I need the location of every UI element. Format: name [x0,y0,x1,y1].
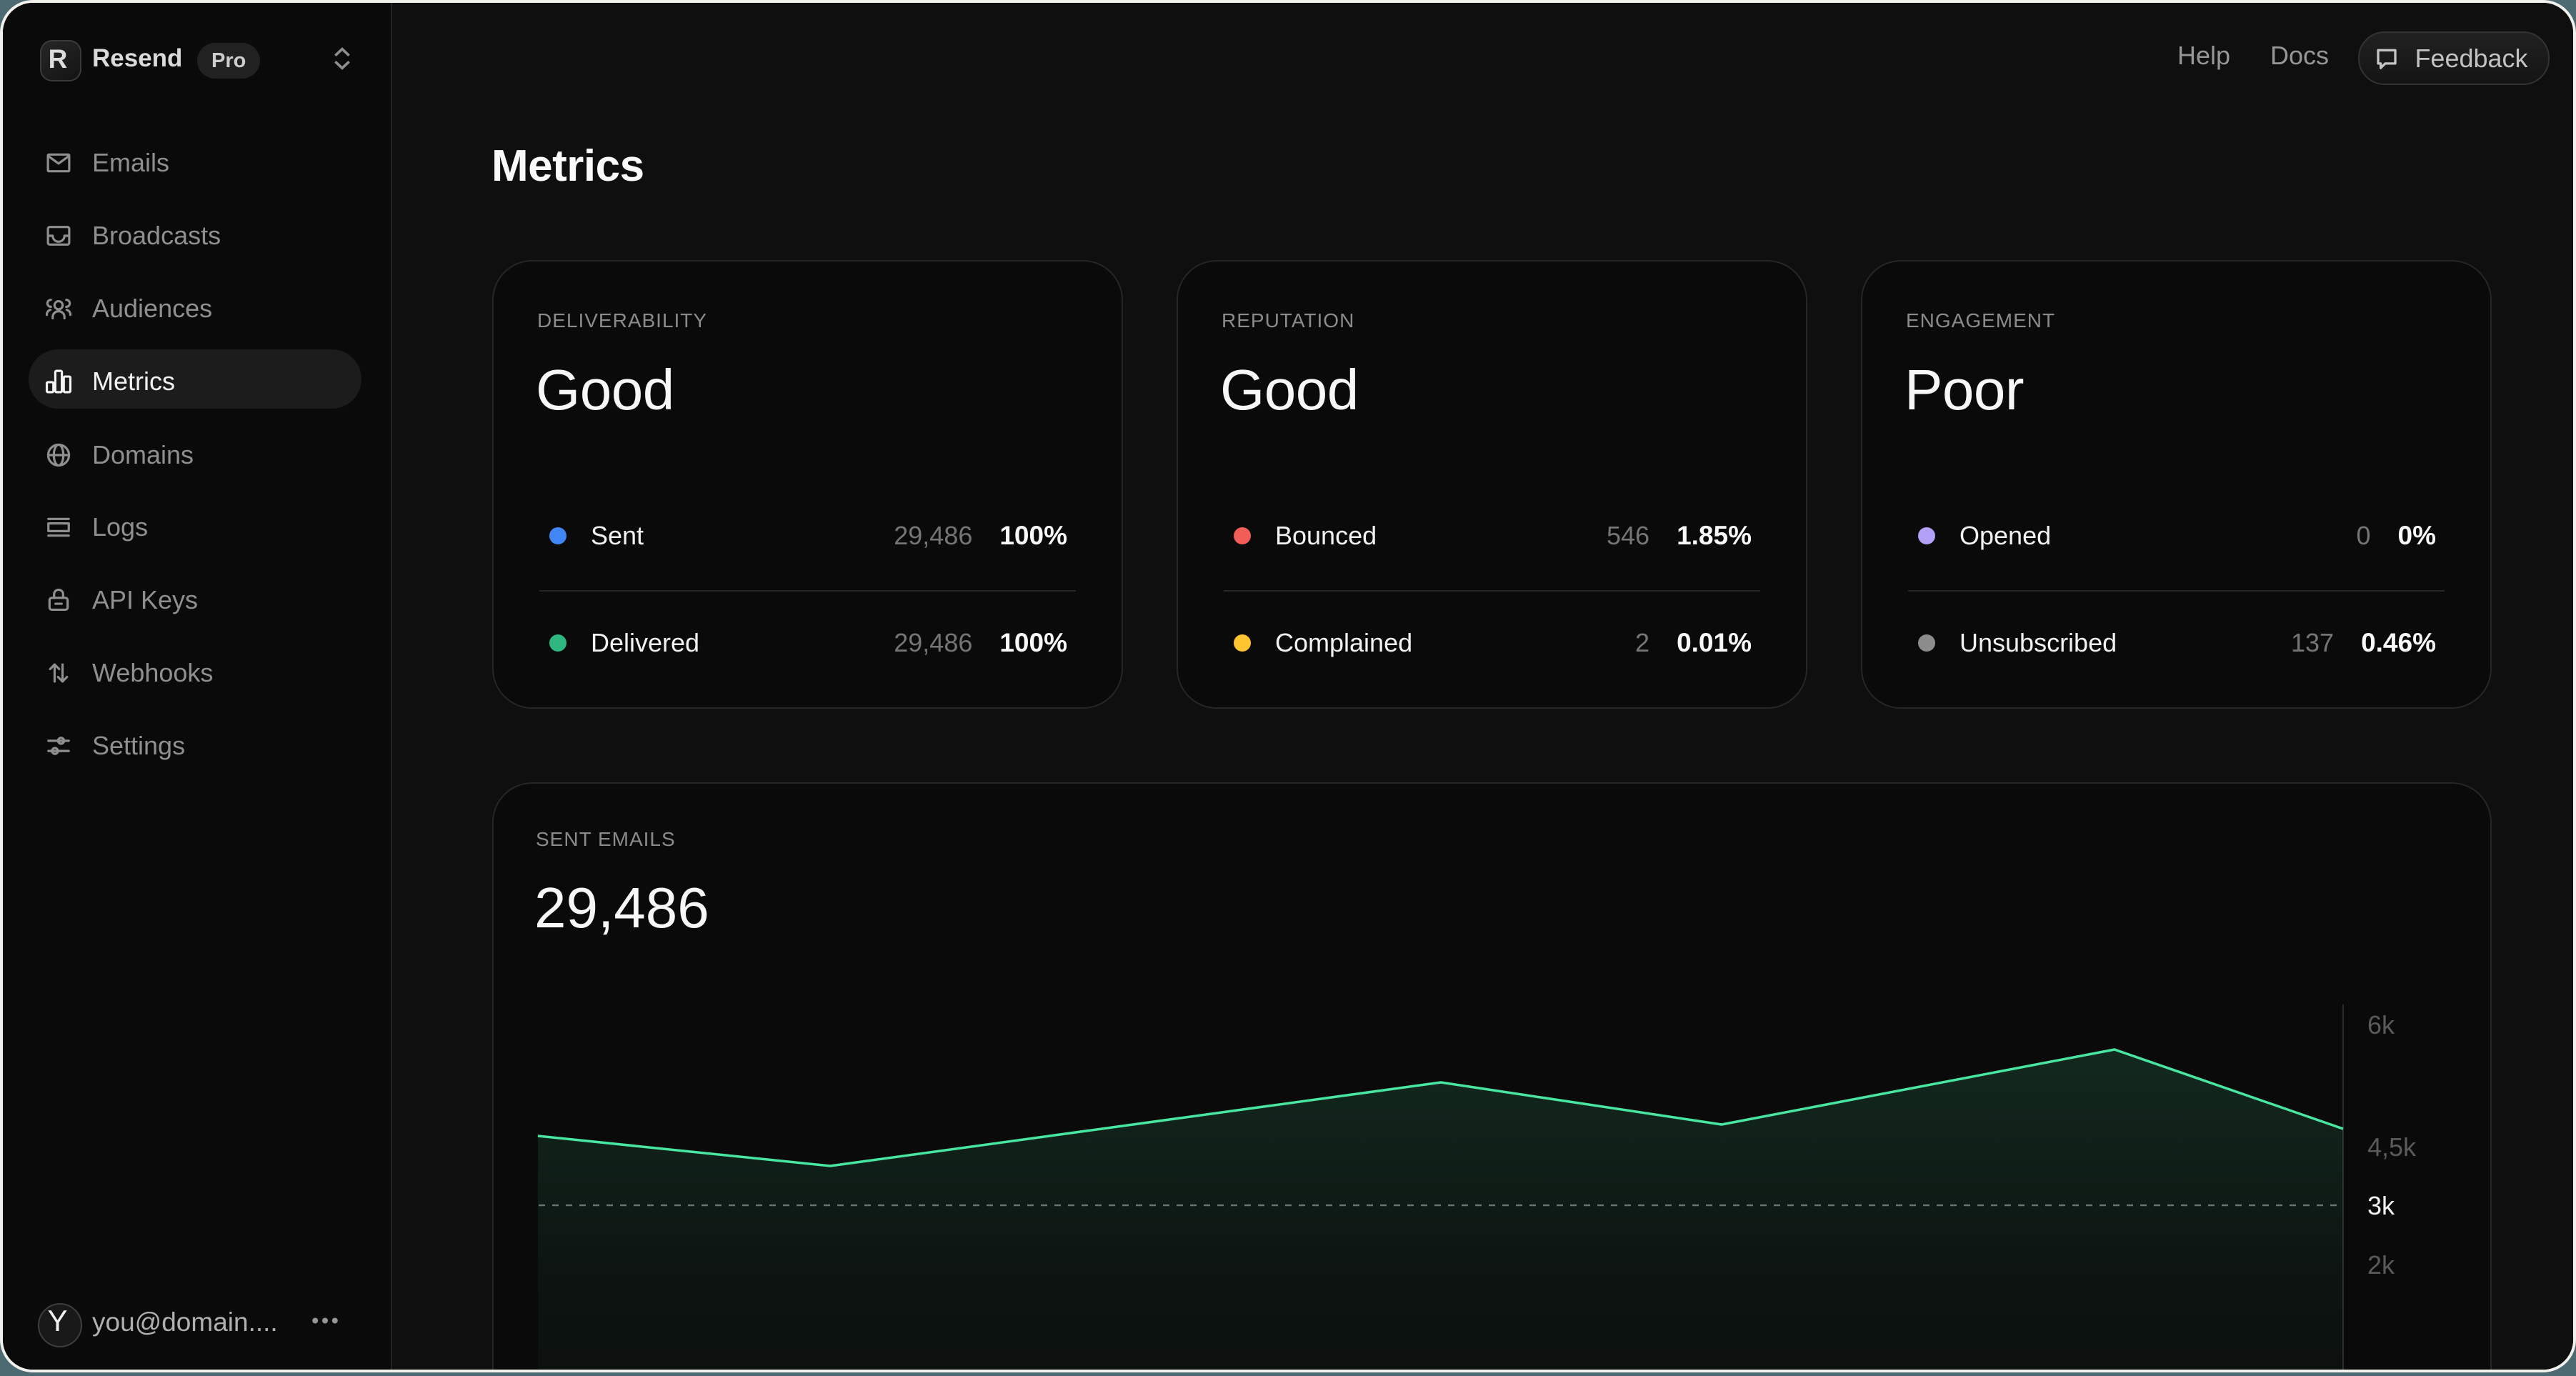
svg-text:4,5k: 4,5k [2367,1132,2417,1162]
svg-text:3k: 3k [2367,1191,2395,1220]
svg-text:2k: 2k [2367,1250,2395,1280]
svg-text:6k: 6k [2367,1010,2395,1040]
